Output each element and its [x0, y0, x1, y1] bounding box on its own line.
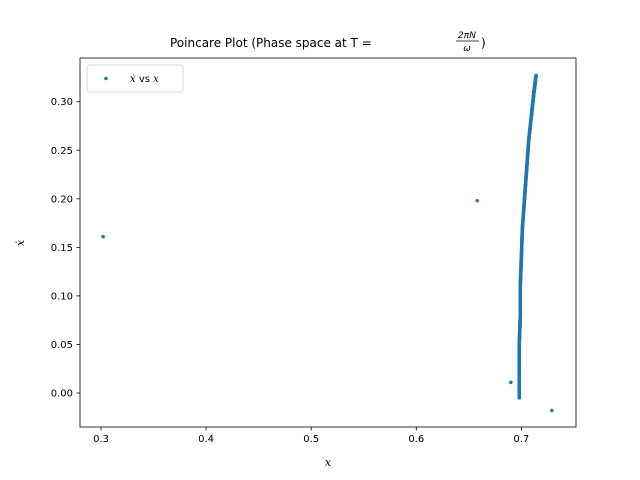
legend-label: ẋ vs x: [130, 74, 159, 85]
scatter-points: [101, 73, 554, 413]
y-tick-label: 0.30: [51, 97, 73, 108]
x-tick-label: 0.4: [198, 434, 214, 445]
y-tick-label: 0.00: [51, 389, 73, 400]
legend: ẋ vs x: [86, 64, 184, 93]
legend-marker: [104, 76, 108, 81]
x-axis: 0.3 0.4 0.5 0.6 0.7: [93, 427, 529, 445]
x-tick-label: 0.7: [513, 434, 529, 445]
legend-label-math: ẋ: [130, 74, 136, 85]
x-tick-label: 0.6: [408, 434, 424, 445]
y-axis: 0.00 0.05 0.10 0.15 0.20 0.25 0.30: [51, 97, 80, 400]
legend-label-mid: vs: [136, 74, 154, 85]
title-fraction-denominator: ω: [463, 44, 471, 54]
data-point-outlier: [101, 234, 105, 239]
title-prefix: Poincare Plot (Phase space at T =: [170, 36, 372, 50]
data-point: [534, 73, 538, 78]
y-tick-label: 0.10: [51, 291, 73, 302]
data-point-outlier: [550, 408, 554, 413]
title-suffix: ): [481, 36, 486, 50]
legend-label-math2: x: [153, 74, 159, 85]
data-point-outlier: [509, 380, 513, 385]
y-tick-label: 0.25: [51, 146, 73, 157]
chart-title: Poincare Plot (Phase space at T = 2πN ω …: [170, 31, 486, 54]
x-axis-label: x: [325, 456, 332, 469]
y-tick-label: 0.15: [51, 243, 73, 254]
legend-box: [86, 64, 184, 93]
plot-area: [79, 57, 577, 428]
data-point-outlier: [475, 198, 480, 203]
x-tick-label: 0.3: [93, 434, 109, 445]
x-tick-label: 0.5: [303, 434, 319, 445]
y-tick-label: 0.20: [51, 194, 73, 205]
y-tick-label: 0.05: [51, 340, 73, 351]
title-fraction-numerator: 2πN: [458, 31, 476, 41]
y-axis-label: ẋ: [14, 239, 27, 246]
